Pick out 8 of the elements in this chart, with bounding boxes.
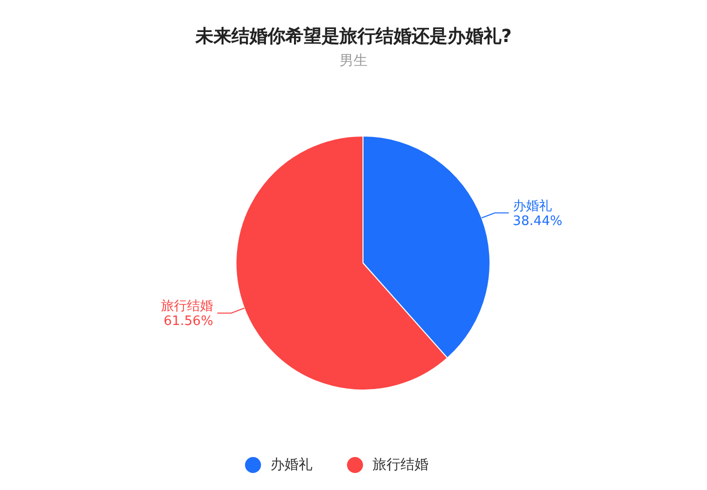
chart-subtitle: 男生 [338,52,368,70]
data-label: 38.44% [512,214,562,229]
slice-label: 办婚礼 [512,198,552,214]
slice-label: 旅行结婚 [161,299,214,314]
chart-title: 未来结婚你希望是旅行结婚还是办婚礼? [194,25,513,48]
data-label: 61.56% [164,314,214,330]
legend-label: 办婚礼 [270,457,312,473]
legend-label: 旅行结婚 [372,457,428,473]
